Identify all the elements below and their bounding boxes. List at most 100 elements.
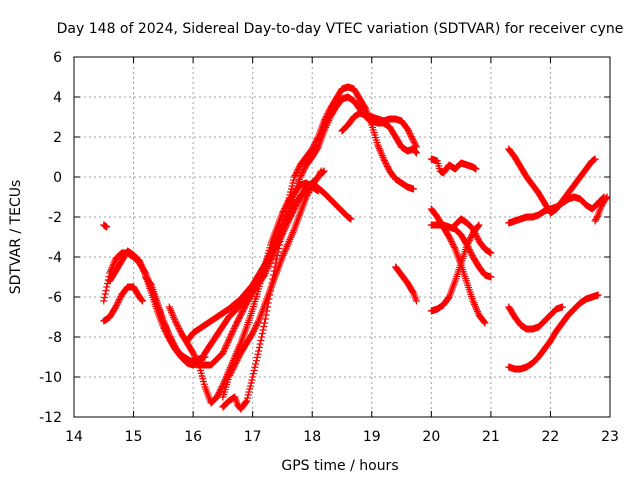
data-point	[406, 131, 414, 139]
data-point	[168, 338, 176, 345]
data-point	[252, 322, 260, 329]
x-tick-label: 16	[184, 429, 202, 445]
data-point	[249, 328, 257, 335]
data-point	[313, 135, 321, 142]
chart-title: Day 148 of 2024, Sidereal Day-to-day VTE…	[57, 21, 624, 37]
data-point	[220, 347, 228, 355]
data-point	[558, 303, 566, 311]
data-point	[219, 349, 227, 357]
data-point	[284, 201, 292, 209]
data-point	[230, 325, 238, 333]
data-point	[296, 173, 304, 181]
data-point	[308, 145, 316, 153]
data-point	[252, 360, 260, 368]
data-point	[287, 188, 295, 196]
data-point	[190, 351, 198, 358]
data-point	[469, 225, 477, 233]
data-point	[316, 169, 324, 176]
data-point	[224, 337, 232, 345]
data-point	[305, 189, 312, 196]
data-point	[147, 280, 155, 288]
data-point	[408, 134, 416, 142]
series-track-1	[100, 221, 111, 231]
data-point	[294, 166, 302, 173]
data-point	[173, 320, 181, 328]
data-point	[287, 185, 295, 193]
series-track-19	[505, 303, 566, 333]
data-point	[309, 144, 317, 151]
data-point	[194, 358, 202, 366]
series-track-12	[427, 155, 480, 177]
data-point	[250, 326, 258, 334]
data-point	[324, 110, 332, 117]
data-point	[249, 329, 257, 337]
data-point	[225, 373, 233, 381]
data-point	[300, 166, 308, 173]
data-point	[412, 297, 420, 305]
series-track-11	[392, 263, 420, 305]
data-point	[231, 361, 239, 369]
data-point	[260, 323, 268, 330]
data-point	[249, 370, 257, 378]
data-point	[217, 384, 225, 392]
data-point	[320, 117, 328, 125]
data-point	[381, 158, 389, 166]
data-point	[222, 343, 230, 351]
data-point	[115, 296, 123, 303]
data-point	[281, 216, 289, 224]
data-point	[277, 234, 285, 242]
data-point	[221, 344, 229, 352]
data-point	[253, 354, 261, 361]
data-point	[445, 233, 453, 241]
data-point	[592, 216, 600, 223]
data-point	[314, 187, 322, 195]
data-point	[216, 387, 224, 395]
data-point	[464, 240, 472, 247]
data-point	[165, 333, 173, 341]
data-point	[593, 213, 601, 220]
data-point	[603, 193, 611, 201]
data-point	[224, 338, 232, 346]
data-point	[594, 291, 602, 299]
data-point	[450, 242, 458, 250]
data-point	[213, 393, 221, 401]
data-point	[593, 214, 601, 222]
x-tick-label: 14	[65, 429, 83, 445]
x-tick-label: 17	[244, 429, 262, 445]
data-point	[283, 205, 291, 212]
data-point	[235, 354, 243, 361]
data-point	[409, 137, 417, 145]
data-point	[255, 347, 263, 355]
data-point	[313, 144, 321, 152]
data-point	[278, 227, 286, 235]
data-point	[466, 235, 474, 243]
data-point	[191, 354, 199, 361]
data-point	[380, 157, 388, 164]
data-point	[290, 173, 298, 181]
data-point	[229, 364, 237, 372]
data-point	[245, 388, 253, 396]
data-point	[467, 249, 475, 256]
data-point	[380, 155, 388, 163]
data-point	[166, 335, 174, 342]
data-point	[288, 182, 296, 190]
data-point	[481, 319, 489, 327]
data-point	[103, 223, 111, 231]
data-point	[235, 352, 243, 360]
data-point	[297, 172, 305, 179]
data-point	[446, 235, 454, 242]
data-point	[261, 315, 269, 323]
y-tick-label: 2	[53, 130, 62, 146]
data-point	[228, 367, 236, 375]
data-point	[317, 167, 325, 175]
data-point	[302, 193, 310, 201]
y-tick-labels: -12 -10 -8 -6 -4 -2 0 2 4 6	[39, 50, 62, 426]
data-point	[306, 186, 314, 193]
data-point	[412, 149, 420, 157]
data-point	[409, 136, 417, 143]
data-point	[232, 358, 240, 366]
x-tick-label: 19	[363, 429, 381, 445]
data-point	[226, 370, 234, 378]
data-point	[311, 139, 319, 147]
data-point	[473, 233, 481, 240]
